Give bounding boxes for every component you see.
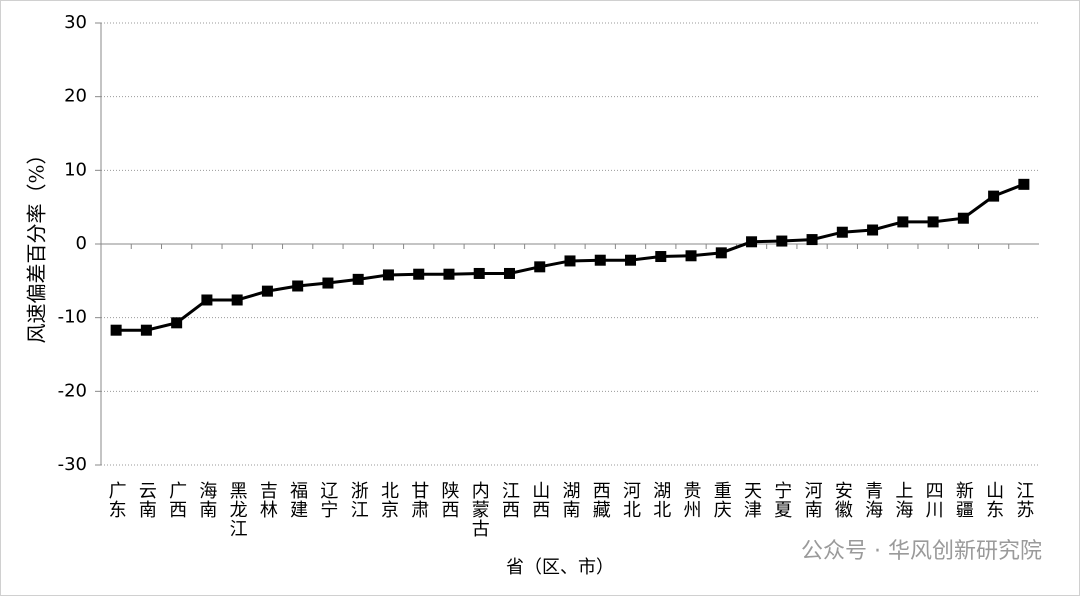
y-tick-label: 30 <box>64 12 87 33</box>
x-tick-label: 吉林 <box>257 481 278 519</box>
marker <box>715 247 727 259</box>
x-tick-label: 宁夏 <box>771 481 792 519</box>
x-tick-label: 浙江 <box>348 481 369 519</box>
x-tick-label: 贵州 <box>681 481 702 519</box>
x-axis-title: 省（区、市） <box>506 557 614 578</box>
marker <box>292 280 304 292</box>
y-tick-label: -10 <box>58 307 87 328</box>
marker <box>413 268 425 280</box>
marker <box>564 255 576 267</box>
y-tick-label: -20 <box>58 380 87 401</box>
x-tick-label: 四川 <box>923 481 944 519</box>
y-tick-label: 20 <box>64 86 87 107</box>
marker <box>836 226 848 238</box>
x-tick-label: 上海 <box>892 481 913 519</box>
marker <box>261 285 273 297</box>
x-tick-label: 江苏 <box>1013 481 1034 519</box>
marker <box>140 324 152 336</box>
x-tick-label: 河北 <box>620 481 641 519</box>
y-tick-label: 0 <box>76 233 87 254</box>
marker <box>867 224 879 236</box>
x-tick-label: 安徽 <box>832 481 853 519</box>
marker <box>988 190 1000 202</box>
marker <box>231 294 243 306</box>
watermark: 公众号 · 华风创新研究院 <box>801 539 1042 564</box>
marker <box>171 317 183 329</box>
marker <box>201 294 213 306</box>
marker <box>534 261 546 273</box>
marker <box>110 324 122 336</box>
marker <box>322 277 334 289</box>
marker <box>655 251 667 263</box>
marker <box>352 273 364 285</box>
x-tick-label: 山西 <box>529 481 550 519</box>
marker <box>443 268 455 280</box>
marker <box>897 216 909 228</box>
x-tick-label: 天津 <box>741 481 762 519</box>
x-tick-label: 广东 <box>106 481 127 519</box>
marker <box>746 236 758 248</box>
x-tick-label: 青海 <box>862 481 883 519</box>
marker <box>957 212 969 224</box>
x-tick-label: 河南 <box>802 481 823 519</box>
marker <box>685 250 697 262</box>
x-tick-label: 福建 <box>287 481 308 519</box>
x-tick-label: 湖北 <box>650 481 671 519</box>
x-tick-label: 黑龙江 <box>227 481 248 538</box>
y-tick-label: -30 <box>58 454 87 475</box>
x-tick-label: 陕西 <box>438 481 459 519</box>
x-tick-label: 湖南 <box>560 481 581 519</box>
marker <box>473 267 485 279</box>
marker <box>927 216 939 228</box>
marker <box>594 254 606 266</box>
x-tick-label: 新疆 <box>953 481 974 519</box>
x-tick-label: 山东 <box>983 481 1004 519</box>
marker <box>776 235 788 247</box>
y-tick-label: 10 <box>64 159 87 180</box>
x-tick-label: 北京 <box>378 481 399 519</box>
marker <box>806 234 818 246</box>
x-tick-label: 内蒙古 <box>469 481 490 538</box>
marker <box>503 267 515 279</box>
x-tick-label: 重庆 <box>711 481 732 519</box>
x-tick-label: 甘肃 <box>408 481 429 519</box>
x-tick-label: 辽宁 <box>317 481 338 519</box>
y-axis-title: 风速偏差百分率（%） <box>25 144 49 343</box>
x-tick-label: 广西 <box>166 481 187 519</box>
x-tick-label: 江西 <box>499 481 520 519</box>
marker <box>625 254 637 266</box>
marker <box>382 269 394 281</box>
x-tick-label: 西藏 <box>590 481 611 519</box>
marker <box>1018 178 1030 190</box>
x-tick-label: 海南 <box>196 481 217 519</box>
x-tick-label: 云南 <box>136 481 157 519</box>
